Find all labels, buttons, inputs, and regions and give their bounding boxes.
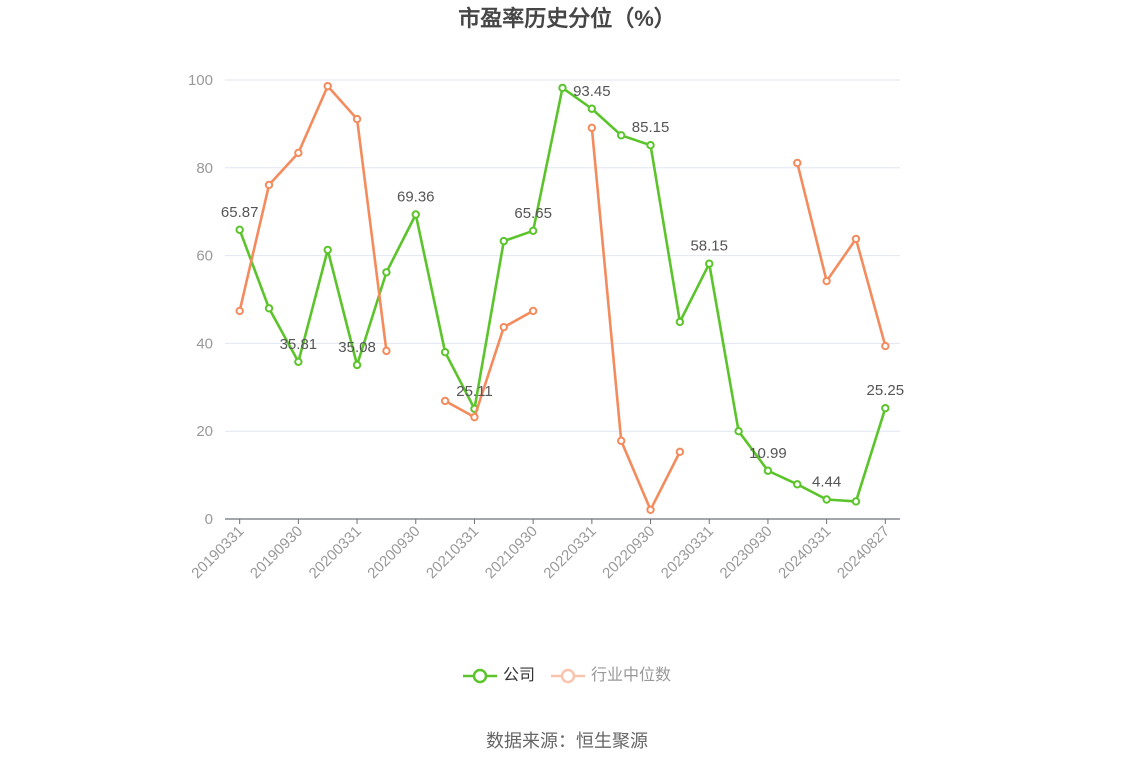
legend-item-company[interactable]: 公司 bbox=[462, 664, 535, 688]
company-point bbox=[294, 357, 303, 366]
company-point bbox=[616, 131, 626, 140]
x-tick-label: 20240331 bbox=[775, 523, 834, 582]
y-tick-label: 100 bbox=[188, 72, 213, 89]
company-data-label: 69.36 bbox=[397, 189, 435, 206]
company-point bbox=[499, 236, 509, 246]
x-tick-label: 20230331 bbox=[658, 523, 717, 582]
company-data-label: 4.44 bbox=[812, 474, 841, 491]
legend: 公司 行业中位数 bbox=[0, 664, 1134, 688]
industry-median-point bbox=[881, 341, 890, 351]
industry-median-point bbox=[470, 412, 479, 422]
industry-median-point bbox=[822, 276, 831, 286]
y-tick-label: 0 bbox=[205, 511, 213, 528]
x-tick-label: 20190930 bbox=[247, 523, 306, 582]
company-point bbox=[793, 480, 802, 489]
company-point bbox=[705, 259, 714, 268]
industry-median-point bbox=[264, 180, 274, 190]
x-tick-label: 20190331 bbox=[188, 523, 247, 582]
grid-layer bbox=[225, 79, 900, 432]
chart-title: 市盈率历史分位（%） bbox=[458, 6, 676, 31]
industry-median-point bbox=[352, 114, 362, 124]
company-data-label: 35.08 bbox=[338, 339, 376, 356]
company-data-label: 10.99 bbox=[749, 445, 787, 462]
company-point bbox=[352, 360, 362, 370]
company-point bbox=[734, 427, 743, 436]
x-tick-label: 20200331 bbox=[306, 523, 365, 582]
x-tick-label: 20220930 bbox=[599, 523, 658, 582]
company-data-label: 85.15 bbox=[632, 119, 670, 136]
company-line bbox=[238, 86, 887, 503]
company-data-label: 65.87 bbox=[221, 204, 259, 221]
industry-median-line bbox=[238, 84, 887, 512]
legend-item-industry-median[interactable]: 行业中位数 bbox=[551, 664, 671, 688]
company-point bbox=[528, 226, 538, 235]
x-tick-label: 20220331 bbox=[540, 523, 599, 582]
x-tick-label: 20240827 bbox=[834, 523, 893, 582]
industry-median-point bbox=[675, 447, 685, 457]
axis-layer: 0 20 40 60 80 100 20190331 20190930 20200331 2020… bbox=[188, 72, 900, 582]
company-point bbox=[851, 497, 861, 506]
y-tick-label: 40 bbox=[196, 335, 213, 352]
data-label-layer: 65.87 35.81 35.08 69.36 25.11 65.65 93.45 85.15… bbox=[221, 83, 904, 491]
x-tick-label: 20210331 bbox=[423, 523, 482, 582]
company-data-label: 25.11 bbox=[456, 383, 492, 400]
y-tick-label: 20 bbox=[196, 423, 213, 440]
industry-median-point bbox=[235, 306, 244, 316]
legend-company-line-icon bbox=[462, 668, 497, 684]
data-source-note: 数据来源：恒生聚源 bbox=[486, 731, 648, 751]
company-data-label: 35.81 bbox=[280, 336, 318, 353]
industry-median-point bbox=[499, 322, 509, 332]
company-data-label: 93.45 bbox=[573, 83, 611, 100]
company-point bbox=[675, 317, 685, 327]
industry-median-point bbox=[646, 505, 655, 514]
industry-median-point bbox=[851, 234, 861, 244]
industry-median-point bbox=[616, 436, 626, 446]
company-point bbox=[382, 268, 391, 277]
industry-median-point bbox=[440, 396, 450, 406]
company-point bbox=[587, 104, 597, 113]
company-point bbox=[822, 495, 831, 504]
company-point bbox=[323, 245, 332, 255]
industry-median-point bbox=[587, 123, 597, 133]
industry-median-point bbox=[793, 158, 802, 168]
y-tick-label: 80 bbox=[196, 160, 213, 177]
industry-median-point bbox=[528, 306, 538, 316]
company-data-label: 65.65 bbox=[514, 205, 552, 222]
industry-median-point bbox=[323, 81, 332, 91]
company-point bbox=[558, 83, 567, 93]
legend-label-industry-median: 行业中位数 bbox=[591, 667, 672, 684]
x-tick-label: 20210930 bbox=[482, 523, 541, 582]
y-tick-label: 60 bbox=[196, 248, 213, 265]
company-point bbox=[264, 304, 274, 313]
industry-median-point bbox=[382, 346, 391, 356]
company-point bbox=[881, 403, 890, 413]
company-data-label: 25.25 bbox=[867, 382, 905, 399]
series-layer bbox=[235, 81, 890, 514]
industry-median-point bbox=[294, 148, 303, 158]
company-data-label: 58.15 bbox=[690, 238, 728, 255]
x-tick-label: 20230930 bbox=[717, 523, 776, 582]
legend-industry-line-icon bbox=[551, 668, 585, 684]
company-point bbox=[411, 210, 420, 219]
legend-label-company: 公司 bbox=[502, 667, 535, 684]
company-point bbox=[763, 466, 773, 475]
x-tick-label: 20200930 bbox=[364, 523, 423, 582]
company-point bbox=[440, 347, 450, 357]
company-point bbox=[235, 225, 244, 235]
company-point bbox=[646, 140, 655, 150]
